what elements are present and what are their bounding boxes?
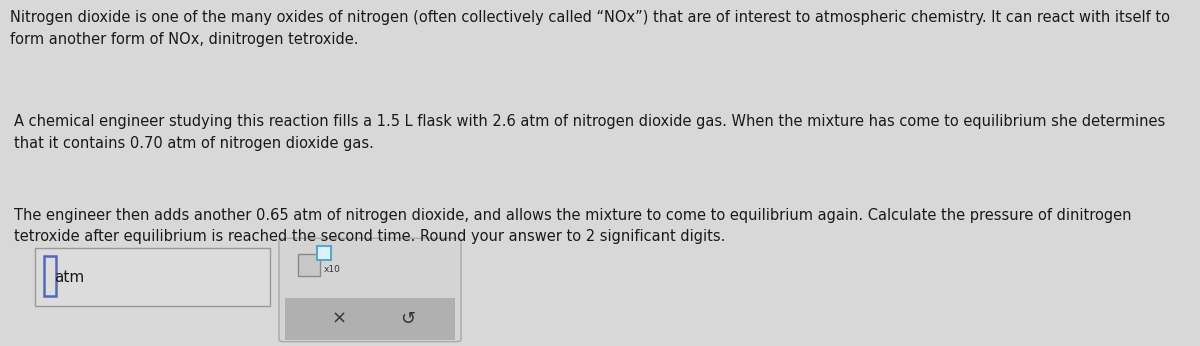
Text: The engineer then adds another 0.65 atm of nitrogen dioxide, and allows the mixt: The engineer then adds another 0.65 atm …: [14, 208, 1132, 244]
Text: atm: atm: [54, 270, 84, 284]
FancyBboxPatch shape: [286, 298, 455, 340]
FancyBboxPatch shape: [44, 256, 56, 296]
Text: Nitrogen dioxide is one of the many oxides of nitrogen (often collectively calle: Nitrogen dioxide is one of the many oxid…: [10, 10, 1170, 47]
Text: A chemical engineer studying this reaction fills a 1.5 L flask with 2.6 atm of n: A chemical engineer studying this reacti…: [14, 114, 1165, 151]
FancyBboxPatch shape: [35, 248, 270, 306]
FancyBboxPatch shape: [278, 238, 461, 342]
Text: x10: x10: [324, 265, 341, 274]
Text: ×: ×: [332, 310, 347, 328]
FancyBboxPatch shape: [298, 254, 320, 276]
FancyBboxPatch shape: [317, 246, 331, 260]
Text: ↺: ↺: [400, 310, 415, 328]
